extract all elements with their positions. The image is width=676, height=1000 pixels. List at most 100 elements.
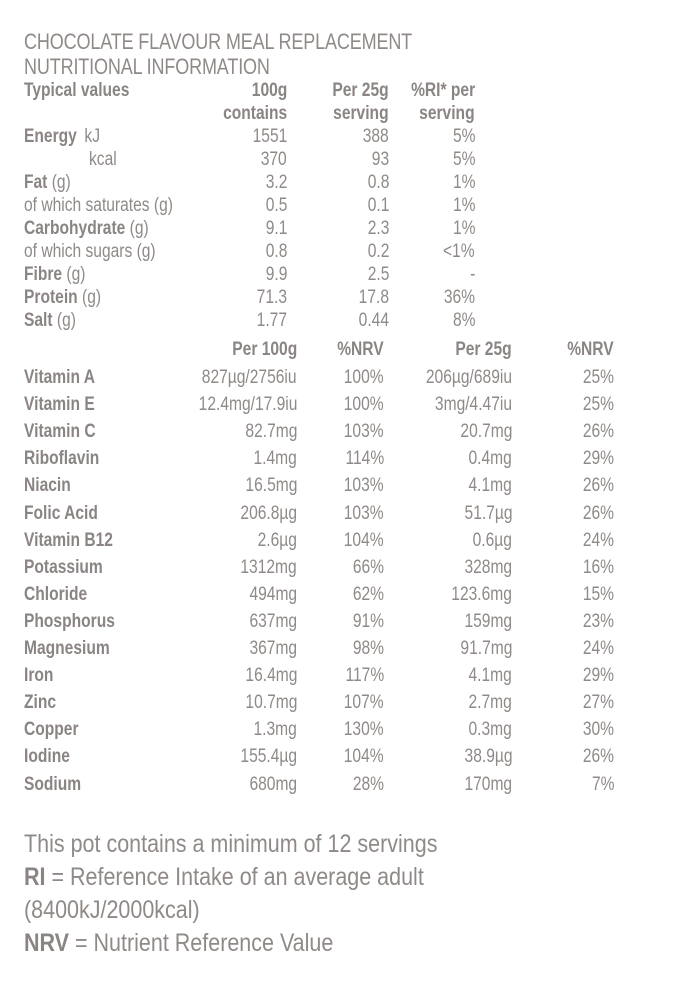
value-ri-percent: 1% xyxy=(452,218,475,239)
header-nrv-25g: %NRV xyxy=(567,339,614,360)
micronutrient-name: Iodine xyxy=(24,746,70,768)
value-per-100g: 1.77 xyxy=(256,310,287,331)
value-per-100g: 2.6µg xyxy=(257,529,297,551)
value-nrv-100g: 100% xyxy=(344,394,384,416)
servings-note: This pot contains a minimum of 12 servin… xyxy=(24,830,438,858)
value-ri-percent: 8% xyxy=(452,310,475,331)
value-per-100g: 1.3mg xyxy=(253,719,297,741)
value-nrv-25g: 25% xyxy=(582,367,614,388)
value-per-100g: 155.4µg xyxy=(240,746,297,768)
value-per-100g: 367mg xyxy=(249,638,297,659)
value-per-25g: 4.1mg xyxy=(468,475,512,497)
header-contains: contains xyxy=(222,103,287,124)
value-per-25g: 2.7mg xyxy=(468,692,512,714)
value-per-25g: 0.1 xyxy=(367,195,389,216)
value-ri-percent: 1% xyxy=(452,195,475,216)
value-per-25g: 0.8 xyxy=(367,172,389,193)
value-per-100g: 637mg xyxy=(249,610,297,632)
value-nrv-25g: 26% xyxy=(582,475,614,497)
micronutrient-name: Vitamin E xyxy=(24,394,95,416)
value-per-100g: 71.3 xyxy=(256,287,287,308)
value-per-100g: 10.7mg xyxy=(245,692,297,714)
value-per-25g: 328mg xyxy=(464,556,512,578)
value-per-100g: 16.5mg xyxy=(245,475,297,497)
nutrient-label: Fat (g) xyxy=(24,172,71,193)
value-nrv-25g: 26% xyxy=(582,421,614,443)
header-per-25g-micro: Per 25g xyxy=(455,339,512,360)
value-per-25g: 38.9µg xyxy=(464,746,512,768)
micronutrient-name: Folic Acid xyxy=(24,502,98,524)
value-per-25g: 2.3 xyxy=(367,218,389,239)
micronutrient-name: Iron xyxy=(24,665,54,687)
value-per-100g: 206.8µg xyxy=(240,502,297,524)
value-nrv-100g: 130% xyxy=(344,719,384,741)
value-ri-percent: - xyxy=(469,264,475,285)
value-nrv-100g: 98% xyxy=(352,638,384,659)
value-ri-percent: 36% xyxy=(443,287,475,308)
value-per-100g: 1.4mg xyxy=(253,448,297,470)
value-nrv-100g: 103% xyxy=(344,502,384,524)
micronutrient-name: Sodium xyxy=(24,773,82,795)
title-line-2: NUTRITIONAL INFORMATION xyxy=(24,54,270,79)
micronutrient-name: Niacin xyxy=(24,475,71,497)
value-per-100g: 82.7mg xyxy=(245,421,297,443)
value-per-25g: 51.7µg xyxy=(464,502,512,524)
header-per-100g: Per 100g xyxy=(232,339,297,360)
nutrient-sublabel: of which sugars (g) xyxy=(24,241,156,262)
value-per-100g: 9.9 xyxy=(265,264,287,285)
value-ri-percent: 1% xyxy=(452,172,475,193)
value-nrv-100g: 117% xyxy=(345,665,384,687)
value-per-25g: 0.4mg xyxy=(468,448,512,470)
nutrient-label: Salt (g) xyxy=(24,310,76,331)
value-nrv-100g: 103% xyxy=(344,421,384,443)
header-serving: serving xyxy=(333,103,389,124)
value-nrv-25g: 15% xyxy=(582,583,614,605)
value-per-25g: 0.6µg xyxy=(472,529,512,551)
micronutrient-name: Vitamin B12 xyxy=(24,529,113,551)
header-100g: 100g xyxy=(251,80,287,101)
value-nrv-100g: 28% xyxy=(352,773,384,795)
value-per-25g: 0.3mg xyxy=(468,719,512,741)
nutrient-label: Energy kJ xyxy=(24,126,101,147)
value-per-25g: 206µg/689iu xyxy=(425,367,512,388)
value-per-100g: 0.5 xyxy=(265,195,287,216)
title-line-1: CHOCOLATE FLAVOUR MEAL REPLACEMENT xyxy=(24,29,413,54)
ri-definition: RI = Reference Intake of an average adul… xyxy=(24,863,424,891)
value-per-100g: 680mg xyxy=(249,773,297,795)
ri-energy-reference: (8400kJ/2000kcal) xyxy=(24,896,200,924)
value-per-25g: 0.2 xyxy=(367,241,389,262)
header-nrv-100g: %NRV xyxy=(337,339,384,360)
value-nrv-25g: 23% xyxy=(582,610,614,632)
value-nrv-25g: 29% xyxy=(582,448,614,470)
value-nrv-100g: 91% xyxy=(352,610,384,632)
header-typical-values: Typical values xyxy=(24,80,130,101)
value-ri-percent: <1% xyxy=(443,241,475,262)
value-nrv-100g: 107% xyxy=(344,692,384,714)
value-nrv-25g: 29% xyxy=(582,665,614,687)
value-per-100g: 370 xyxy=(261,149,287,170)
value-nrv-100g: 100% xyxy=(344,367,384,388)
value-per-25g: 4.1mg xyxy=(468,665,512,687)
value-nrv-100g: 114% xyxy=(345,448,384,470)
value-per-25g: 17.8 xyxy=(358,287,389,308)
header-per-25g: Per 25g xyxy=(332,80,389,101)
value-nrv-25g: 24% xyxy=(582,638,614,659)
value-nrv-25g: 7% xyxy=(591,773,614,795)
value-per-25g: 170mg xyxy=(464,773,512,795)
value-per-100g: 1551 xyxy=(252,126,287,147)
value-per-25g: 3mg/4.47iu xyxy=(434,394,512,416)
value-nrv-100g: 104% xyxy=(344,746,384,768)
nutrient-label: Fibre (g) xyxy=(24,264,86,285)
nutrient-sublabel: kcal xyxy=(89,149,117,170)
nutrient-label: Protein (g) xyxy=(24,287,102,308)
value-per-25g: 388 xyxy=(363,126,389,147)
value-per-25g: 159mg xyxy=(464,610,512,632)
value-per-25g: 2.5 xyxy=(367,264,389,285)
micronutrient-name: Magnesium xyxy=(24,638,110,659)
nutrient-sublabel: of which saturates (g) xyxy=(24,195,173,216)
value-nrv-25g: 16% xyxy=(582,556,614,578)
micronutrient-name: Potassium xyxy=(24,556,103,578)
value-ri-percent: 5% xyxy=(452,126,475,147)
value-nrv-25g: 27% xyxy=(582,692,614,714)
value-nrv-100g: 103% xyxy=(344,475,384,497)
